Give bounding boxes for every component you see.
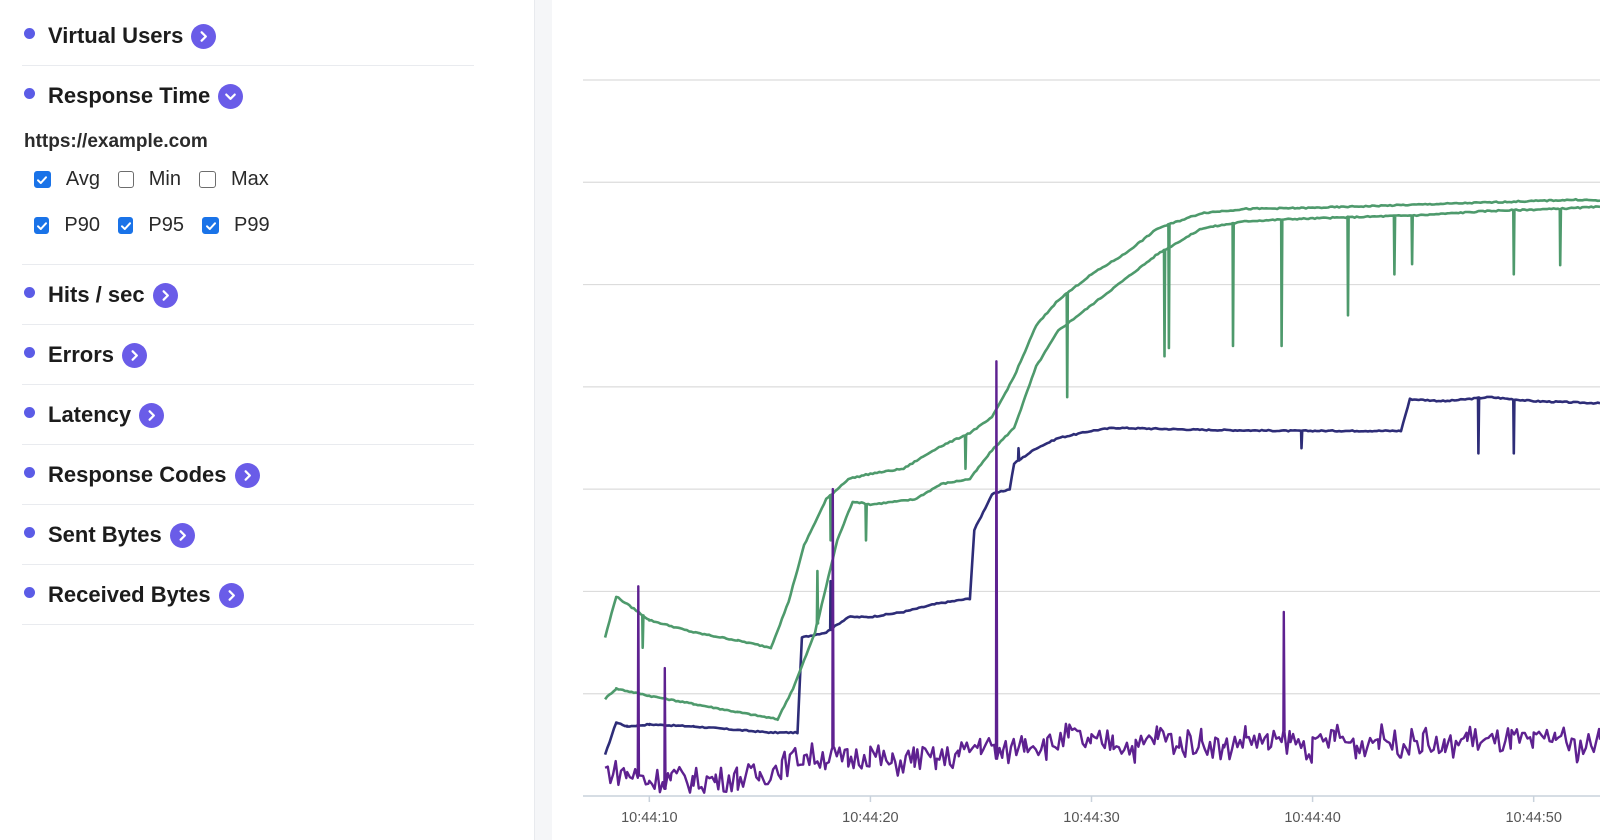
chart-canvas: 10:44:10 10:44:20 10:44:30 10:44:40 10:44:50…	[583, 79, 1600, 826]
checkbox-unchecked-icon[interactable]	[118, 171, 134, 188]
checkbox-label: Min	[148, 168, 181, 190]
section-title: Errors	[48, 342, 115, 367]
metric-checkbox-row: Avg Min Max	[34, 168, 287, 191]
chevron-right-icon[interactable]	[139, 402, 165, 428]
section-title: Latency	[48, 402, 132, 427]
chart-series	[603, 197, 1600, 794]
section-title: Hits / sec	[48, 282, 145, 307]
series-line-p90	[603, 395, 1600, 756]
section-latency: Latency	[22, 385, 474, 445]
checkbox-label: Avg	[65, 168, 100, 190]
section-errors: Errors	[22, 325, 474, 385]
checkbox-label: Max	[231, 168, 269, 190]
series-line-p95	[604, 205, 1600, 722]
chevron-right-icon[interactable]	[152, 282, 178, 308]
checkbox-p90[interactable]: P90	[34, 214, 100, 237]
checkbox-label: P90	[64, 214, 100, 236]
section-response-codes: Response Codes	[22, 445, 474, 505]
section-header-hits-sec[interactable]: Hits / sec	[22, 265, 178, 325]
checkbox-p99[interactable]: P99	[202, 214, 270, 237]
checkbox-max[interactable]: Max	[199, 168, 269, 191]
x-tick-label: 10:44:10	[621, 810, 677, 826]
metric-checkbox-row: P90 P95 P99	[34, 214, 288, 237]
checkbox-avg[interactable]: Avg	[34, 168, 100, 191]
chevron-right-icon[interactable]	[122, 342, 148, 368]
section-header-response-codes[interactable]: Response Codes	[22, 445, 260, 505]
section-response-time: Response Time	[22, 66, 474, 265]
checkbox-label: P99	[234, 214, 270, 236]
section-title: Response Codes	[48, 462, 227, 487]
panel-divider[interactable]	[534, 0, 552, 840]
checkbox-checked-icon[interactable]	[34, 171, 51, 188]
chevron-right-icon[interactable]	[234, 462, 260, 488]
x-tick-label: 10:44:50	[1505, 810, 1561, 826]
metrics-sidebar: Virtual Users Response Time https://exam…	[0, 0, 540, 840]
bullet-dot-icon	[24, 286, 35, 298]
section-hits-sec: Hits / sec	[22, 265, 474, 325]
bullet-dot-icon	[24, 346, 35, 358]
bullet-dot-icon	[24, 87, 35, 99]
x-tick-label: 10:44:40	[1284, 810, 1340, 826]
response-time-chart: 10:44:10 10:44:20 10:44:30 10:44:40 10:44:50…	[552, 0, 1600, 840]
checkbox-min[interactable]: Min	[118, 168, 181, 191]
series-line-p99	[603, 197, 1600, 650]
section-header-errors[interactable]: Errors	[22, 325, 148, 385]
chevron-right-icon[interactable]	[191, 23, 217, 49]
x-axis: 10:44:10 10:44:20 10:44:30 10:44:40 10:44:50…	[583, 795, 1600, 826]
series-line-avg	[604, 360, 1600, 794]
bullet-dot-icon	[24, 526, 35, 538]
section-virtual-users: Virtual Users	[22, 6, 474, 66]
section-title: Virtual Users	[48, 23, 184, 48]
chevron-right-icon[interactable]	[218, 582, 244, 608]
section-header-latency[interactable]: Latency	[22, 385, 165, 445]
section-title: Sent Bytes	[48, 522, 162, 547]
x-tick-label: 10:44:30	[1063, 810, 1119, 826]
checkbox-p95[interactable]: P95	[118, 214, 184, 237]
section-title: Received Bytes	[48, 582, 211, 607]
section-header-sent-bytes[interactable]: Sent Bytes	[22, 505, 195, 565]
checkbox-checked-icon[interactable]	[202, 217, 219, 234]
section-header-received-bytes[interactable]: Received Bytes	[22, 565, 244, 625]
section-title: Response Time	[48, 83, 211, 108]
checkbox-label: P95	[148, 214, 184, 236]
section-header-response-time[interactable]: Response Time	[22, 66, 244, 126]
bullet-dot-icon	[24, 406, 35, 418]
checkbox-unchecked-icon[interactable]	[199, 171, 216, 188]
bullet-dot-icon	[24, 27, 35, 39]
bullet-dot-icon	[24, 586, 35, 598]
chevron-down-icon[interactable]	[218, 83, 244, 109]
section-sent-bytes: Sent Bytes	[22, 505, 474, 565]
endpoint-url: https://example.com	[24, 131, 208, 152]
x-tick-label: 10:44:20	[842, 810, 898, 826]
checkbox-checked-icon[interactable]	[34, 217, 50, 234]
chart-gridlines	[583, 79, 1600, 695]
section-header-virtual-users[interactable]: Virtual Users	[22, 6, 217, 66]
checkbox-checked-icon[interactable]	[118, 217, 134, 234]
chevron-right-icon[interactable]	[169, 522, 195, 548]
bullet-dot-icon	[24, 466, 35, 478]
section-received-bytes: Received Bytes	[22, 565, 474, 625]
